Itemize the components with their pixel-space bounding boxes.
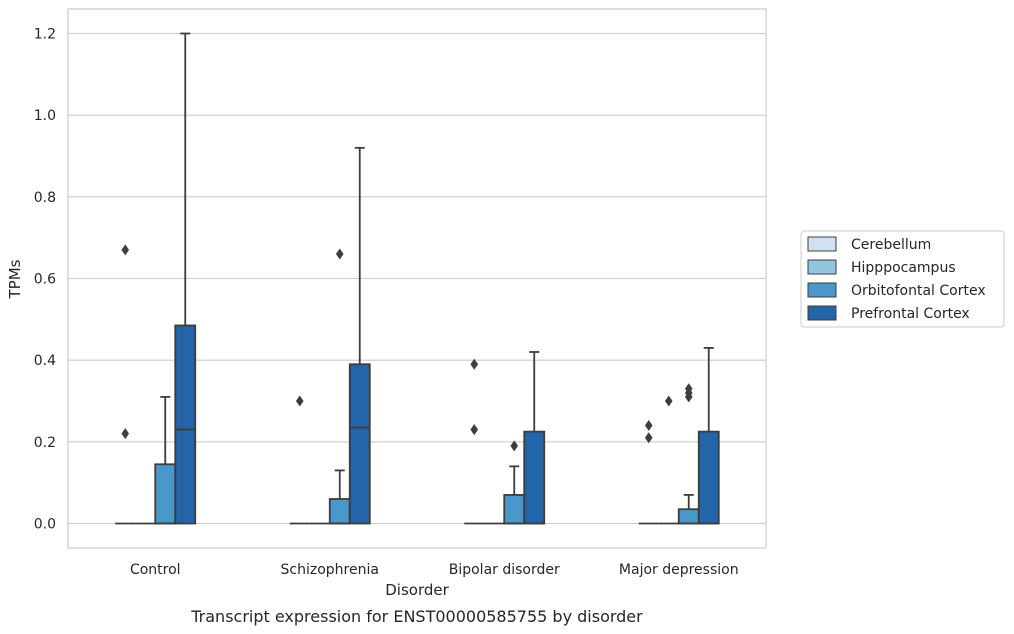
- outlier-point: [335, 248, 344, 260]
- y-tick-label: 0.8: [34, 190, 56, 206]
- outlier-point: [644, 420, 653, 431]
- box-orbitofontal-cortex-schizophrenia: [328, 248, 351, 525]
- legend-swatch: [807, 282, 837, 298]
- legend-label: Prefrontal Cortex: [851, 306, 970, 322]
- outlier-point: [664, 395, 673, 407]
- y-tick-label: 0.6: [34, 272, 56, 288]
- y-tick-label: 0.4: [34, 353, 56, 369]
- y-axis-title: TPMs: [6, 259, 24, 299]
- chart-caption: Transcript expression for ENST0000058575…: [190, 607, 643, 626]
- box-iqr: [503, 494, 526, 525]
- x-tick-label-control: Control: [130, 562, 181, 578]
- x-tick-label-bipolar-disorder: Bipolar disorder: [449, 562, 560, 578]
- x-tick-labels: Control Schizophrenia Bipolar disorder Majo…: [130, 562, 739, 578]
- outlier-point: [470, 424, 479, 436]
- box-orbitofontal-cortex-major-depression: [677, 383, 700, 525]
- legend-label: Orbitofontal Cortex: [851, 283, 986, 299]
- outlier-point: [684, 383, 693, 395]
- outlier-point: [121, 244, 130, 256]
- boxplots: [115, 32, 720, 525]
- legend-entry-hipppocampus: Hipppocampus: [807, 259, 956, 276]
- legend-entry-orbitofontal-cortex: Orbitofontal Cortex: [807, 282, 986, 299]
- x-tick-label-schizophrenia: Schizophrenia: [281, 562, 379, 578]
- box-cerebellum-bipolar-disorder: [464, 358, 485, 525]
- legend-label: Cerebellum: [851, 237, 931, 253]
- x-axis-title: Disorder: [385, 581, 449, 599]
- outlier-point: [510, 440, 519, 452]
- y-tick-label: 1.0: [34, 108, 56, 124]
- outlier-point: [295, 395, 304, 407]
- legend-entry-cerebellum: Cerebellum: [807, 236, 931, 253]
- box-iqr: [523, 430, 546, 525]
- box-prefrontal-cortex-control: [174, 32, 197, 525]
- legend: Cerebellum Hipppocampus Orbitofontal Corte…: [800, 230, 1005, 328]
- box-cerebellum-schizophrenia: [289, 395, 310, 525]
- y-tick-label: 0.2: [34, 435, 56, 451]
- box-hipppocampus-major-depression: [658, 395, 679, 525]
- legend-swatch: [807, 236, 837, 252]
- legend-entry-prefrontal-cortex: Prefrontal Cortex: [807, 305, 970, 322]
- box-iqr: [154, 463, 177, 525]
- y-tick-label: 1.2: [34, 27, 56, 43]
- legend-frame: [800, 230, 1005, 328]
- box-iqr: [174, 324, 197, 525]
- outlier-point: [644, 432, 653, 444]
- outlier-point: [470, 358, 479, 370]
- legend-label: Hipppocampus: [851, 260, 956, 276]
- x-tick-label-major-depression: Major depression: [619, 562, 739, 578]
- box-iqr: [677, 508, 700, 525]
- legend-swatch: [807, 305, 837, 321]
- box-orbitofontal-cortex-control: [154, 396, 177, 525]
- box-iqr: [328, 498, 351, 525]
- plot-frame: [67, 8, 767, 549]
- legend-swatch: [807, 259, 837, 275]
- outlier-point: [121, 428, 130, 440]
- y-tick-labels: 0.0 0.2 0.4 0.6 0.8 1.0 1.2: [34, 27, 56, 533]
- box-prefrontal-cortex-schizophrenia: [348, 146, 371, 525]
- box-iqr: [697, 430, 720, 525]
- box-cerebellum-control: [115, 244, 136, 525]
- box-prefrontal-cortex-bipolar-disorder: [523, 351, 546, 525]
- box-cerebellum-major-depression: [638, 420, 659, 525]
- y-tick-label: 0.0: [34, 517, 56, 533]
- box-iqr: [348, 363, 371, 525]
- box-prefrontal-cortex-major-depression: [697, 347, 720, 525]
